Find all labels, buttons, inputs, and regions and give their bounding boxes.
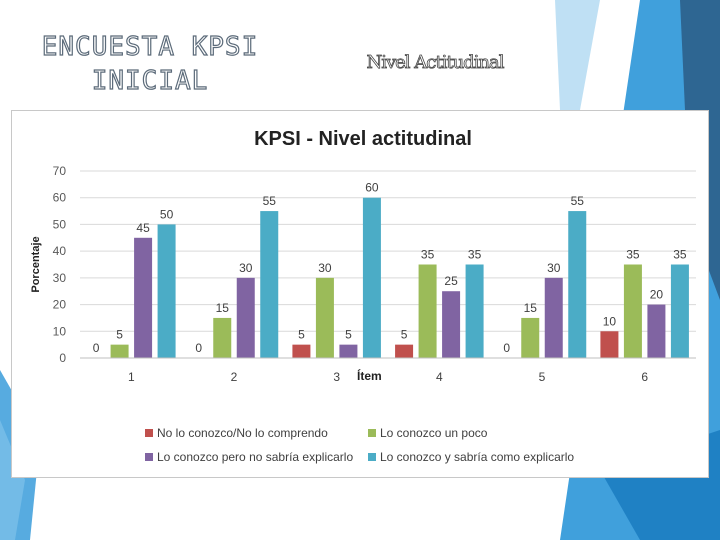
slide-title-line2: INICIAL <box>91 65 209 96</box>
y-tick-label: 30 <box>53 271 67 285</box>
y-axis-label: Porcentaje <box>30 236 42 292</box>
x-tick-label: 1 <box>128 370 135 384</box>
bar <box>442 291 461 358</box>
x-tick-label: 2 <box>231 370 238 384</box>
legend-swatch <box>368 429 376 437</box>
legend-label: No lo conozco/No lo comprendo <box>157 426 328 440</box>
bar <box>418 264 437 358</box>
data-label: 5 <box>345 328 352 342</box>
bar <box>339 344 358 358</box>
data-label: 25 <box>444 274 458 288</box>
bar <box>465 264 484 358</box>
bar <box>315 277 334 358</box>
bar <box>544 277 563 358</box>
y-tick-label: 40 <box>53 244 67 258</box>
legend-swatch <box>368 453 376 461</box>
bar <box>362 197 381 358</box>
data-label: 35 <box>673 248 687 262</box>
data-label: 30 <box>547 261 561 275</box>
y-tick-label: 10 <box>53 324 67 338</box>
bar <box>395 344 414 358</box>
slide-title: ENCUESTA KPSI INICIAL <box>30 30 270 98</box>
data-label: 50 <box>160 207 174 221</box>
bar <box>134 237 153 358</box>
bar <box>600 331 619 358</box>
bar <box>670 264 689 358</box>
bar-chart: KPSI - Nivel actitudinal010203040506070P… <box>30 128 696 464</box>
y-tick-label: 0 <box>59 351 66 365</box>
bar <box>260 211 279 358</box>
data-label: 35 <box>626 248 640 262</box>
chart-title: KPSI - Nivel actitudinal <box>254 128 472 150</box>
data-label: 35 <box>468 248 482 262</box>
data-label: 10 <box>603 314 617 328</box>
y-tick-label: 20 <box>53 298 67 312</box>
data-label: 5 <box>116 328 123 342</box>
deco-shape-left-light <box>0 420 25 540</box>
data-label: 5 <box>298 328 305 342</box>
data-label: 0 <box>195 341 202 355</box>
data-label: 60 <box>365 181 379 195</box>
data-label: 35 <box>421 248 435 262</box>
slide-subtitle: Nivel Actitudinal <box>366 52 505 74</box>
bar <box>157 224 176 358</box>
bar <box>292 344 311 358</box>
x-axis-label: Ítem <box>357 368 382 383</box>
bar <box>623 264 642 358</box>
legend-swatch <box>145 453 153 461</box>
bar <box>213 317 232 358</box>
legend-label: Lo conozco pero no sabría explicarlo <box>157 450 353 464</box>
y-tick-label: 70 <box>53 164 67 178</box>
data-label: 0 <box>93 341 100 355</box>
x-tick-label: 5 <box>539 370 546 384</box>
data-label: 15 <box>524 301 538 315</box>
bar <box>647 304 666 358</box>
legend-swatch <box>145 429 153 437</box>
x-tick-label: 6 <box>641 370 648 384</box>
x-tick-label: 3 <box>333 370 340 384</box>
data-label: 30 <box>318 261 332 275</box>
data-label: 20 <box>650 288 664 302</box>
data-label: 45 <box>136 221 150 235</box>
data-label: 0 <box>503 341 510 355</box>
x-tick-label: 4 <box>436 370 443 384</box>
legend-label: Lo conozco un poco <box>380 426 488 440</box>
bar <box>236 277 255 358</box>
bar <box>110 344 129 358</box>
data-label: 5 <box>401 328 408 342</box>
legend-label: Lo conozco y sabría como explicarlo <box>380 450 574 464</box>
data-label: 15 <box>216 301 230 315</box>
bar <box>568 211 587 358</box>
slide-title-line1: ENCUESTA KPSI <box>41 31 259 62</box>
bar <box>521 317 540 358</box>
data-label: 30 <box>239 261 253 275</box>
deco-shape-light <box>555 0 600 110</box>
y-tick-label: 60 <box>53 191 67 205</box>
y-tick-label: 50 <box>53 217 67 231</box>
data-label: 55 <box>263 194 277 208</box>
data-label: 55 <box>571 194 585 208</box>
chart-frame: KPSI - Nivel actitudinal 0 10 20 30 40 50 60 70 P… <box>11 110 709 478</box>
